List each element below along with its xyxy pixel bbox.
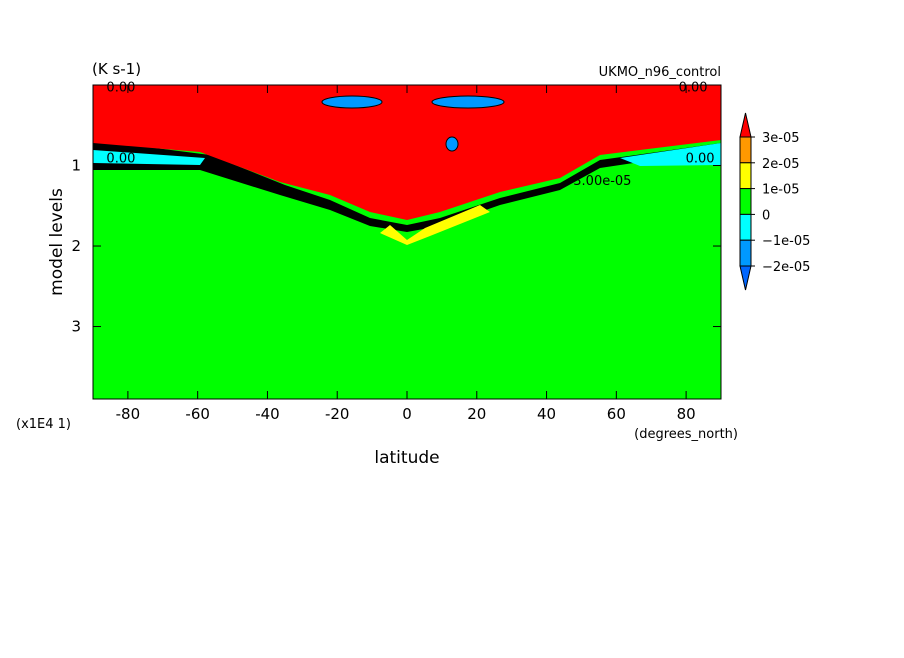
x-tick-label: -40 bbox=[255, 405, 280, 423]
contour-cyan bbox=[93, 150, 205, 165]
colorbar-label: 1e-05 bbox=[762, 183, 800, 198]
contour-label: 0.00 bbox=[679, 81, 708, 96]
contour-field bbox=[92, 84, 722, 400]
contour-blue bbox=[321, 95, 383, 109]
colorbar-swatch bbox=[739, 213, 752, 241]
units: (K s-1) bbox=[92, 60, 141, 78]
x-tick-label: 0 bbox=[402, 405, 412, 423]
contour-label: 0.00 bbox=[686, 151, 715, 166]
contour-outline bbox=[93, 140, 721, 232]
title: UKMO_n96_control bbox=[599, 65, 721, 80]
x-tick-label: 20 bbox=[467, 405, 486, 423]
x-tick-label: -20 bbox=[325, 405, 350, 423]
x-tick-label: 60 bbox=[607, 405, 626, 423]
x-axis-label: latitude bbox=[374, 448, 439, 468]
x-tick-label: -80 bbox=[116, 405, 141, 423]
contour-cyan bbox=[620, 143, 721, 166]
colorbar-swatch bbox=[739, 188, 752, 215]
colorbar-label: −1e-05 bbox=[762, 234, 810, 249]
y-multiplier: (x1E4 1) bbox=[16, 417, 71, 432]
x-tick-label: 80 bbox=[677, 405, 696, 423]
contour-blue bbox=[445, 136, 459, 152]
colorbar-swatch bbox=[739, 136, 752, 164]
y-tick-label: 1 bbox=[71, 157, 81, 175]
colorbar-label: 0 bbox=[762, 208, 770, 223]
colorbar-swatch bbox=[739, 112, 752, 138]
colorbar-swatch bbox=[739, 239, 752, 267]
colorbar-swatch bbox=[739, 162, 752, 190]
y-tick-label: 3 bbox=[71, 318, 81, 336]
x-tick-label: -60 bbox=[185, 405, 210, 423]
y-tick-label: 2 bbox=[71, 237, 81, 255]
contour-label: 0.00 bbox=[106, 81, 135, 96]
contour-yellow bbox=[380, 205, 490, 245]
y-axis-label: model levels bbox=[47, 188, 67, 296]
contour-label: 0.00 bbox=[106, 151, 135, 166]
x-units: (degrees_north) bbox=[634, 427, 738, 442]
colorbar-label: 3e-05 bbox=[762, 131, 800, 146]
colorbar-label: 2e-05 bbox=[762, 157, 800, 172]
colorbar-label: −2e-05 bbox=[762, 260, 810, 275]
contour-red bbox=[93, 85, 721, 220]
x-tick-label: 40 bbox=[537, 405, 556, 423]
contour-blue bbox=[431, 95, 505, 109]
colorbar-swatch bbox=[739, 265, 752, 291]
contour-label: 3.00e-05 bbox=[573, 174, 631, 189]
